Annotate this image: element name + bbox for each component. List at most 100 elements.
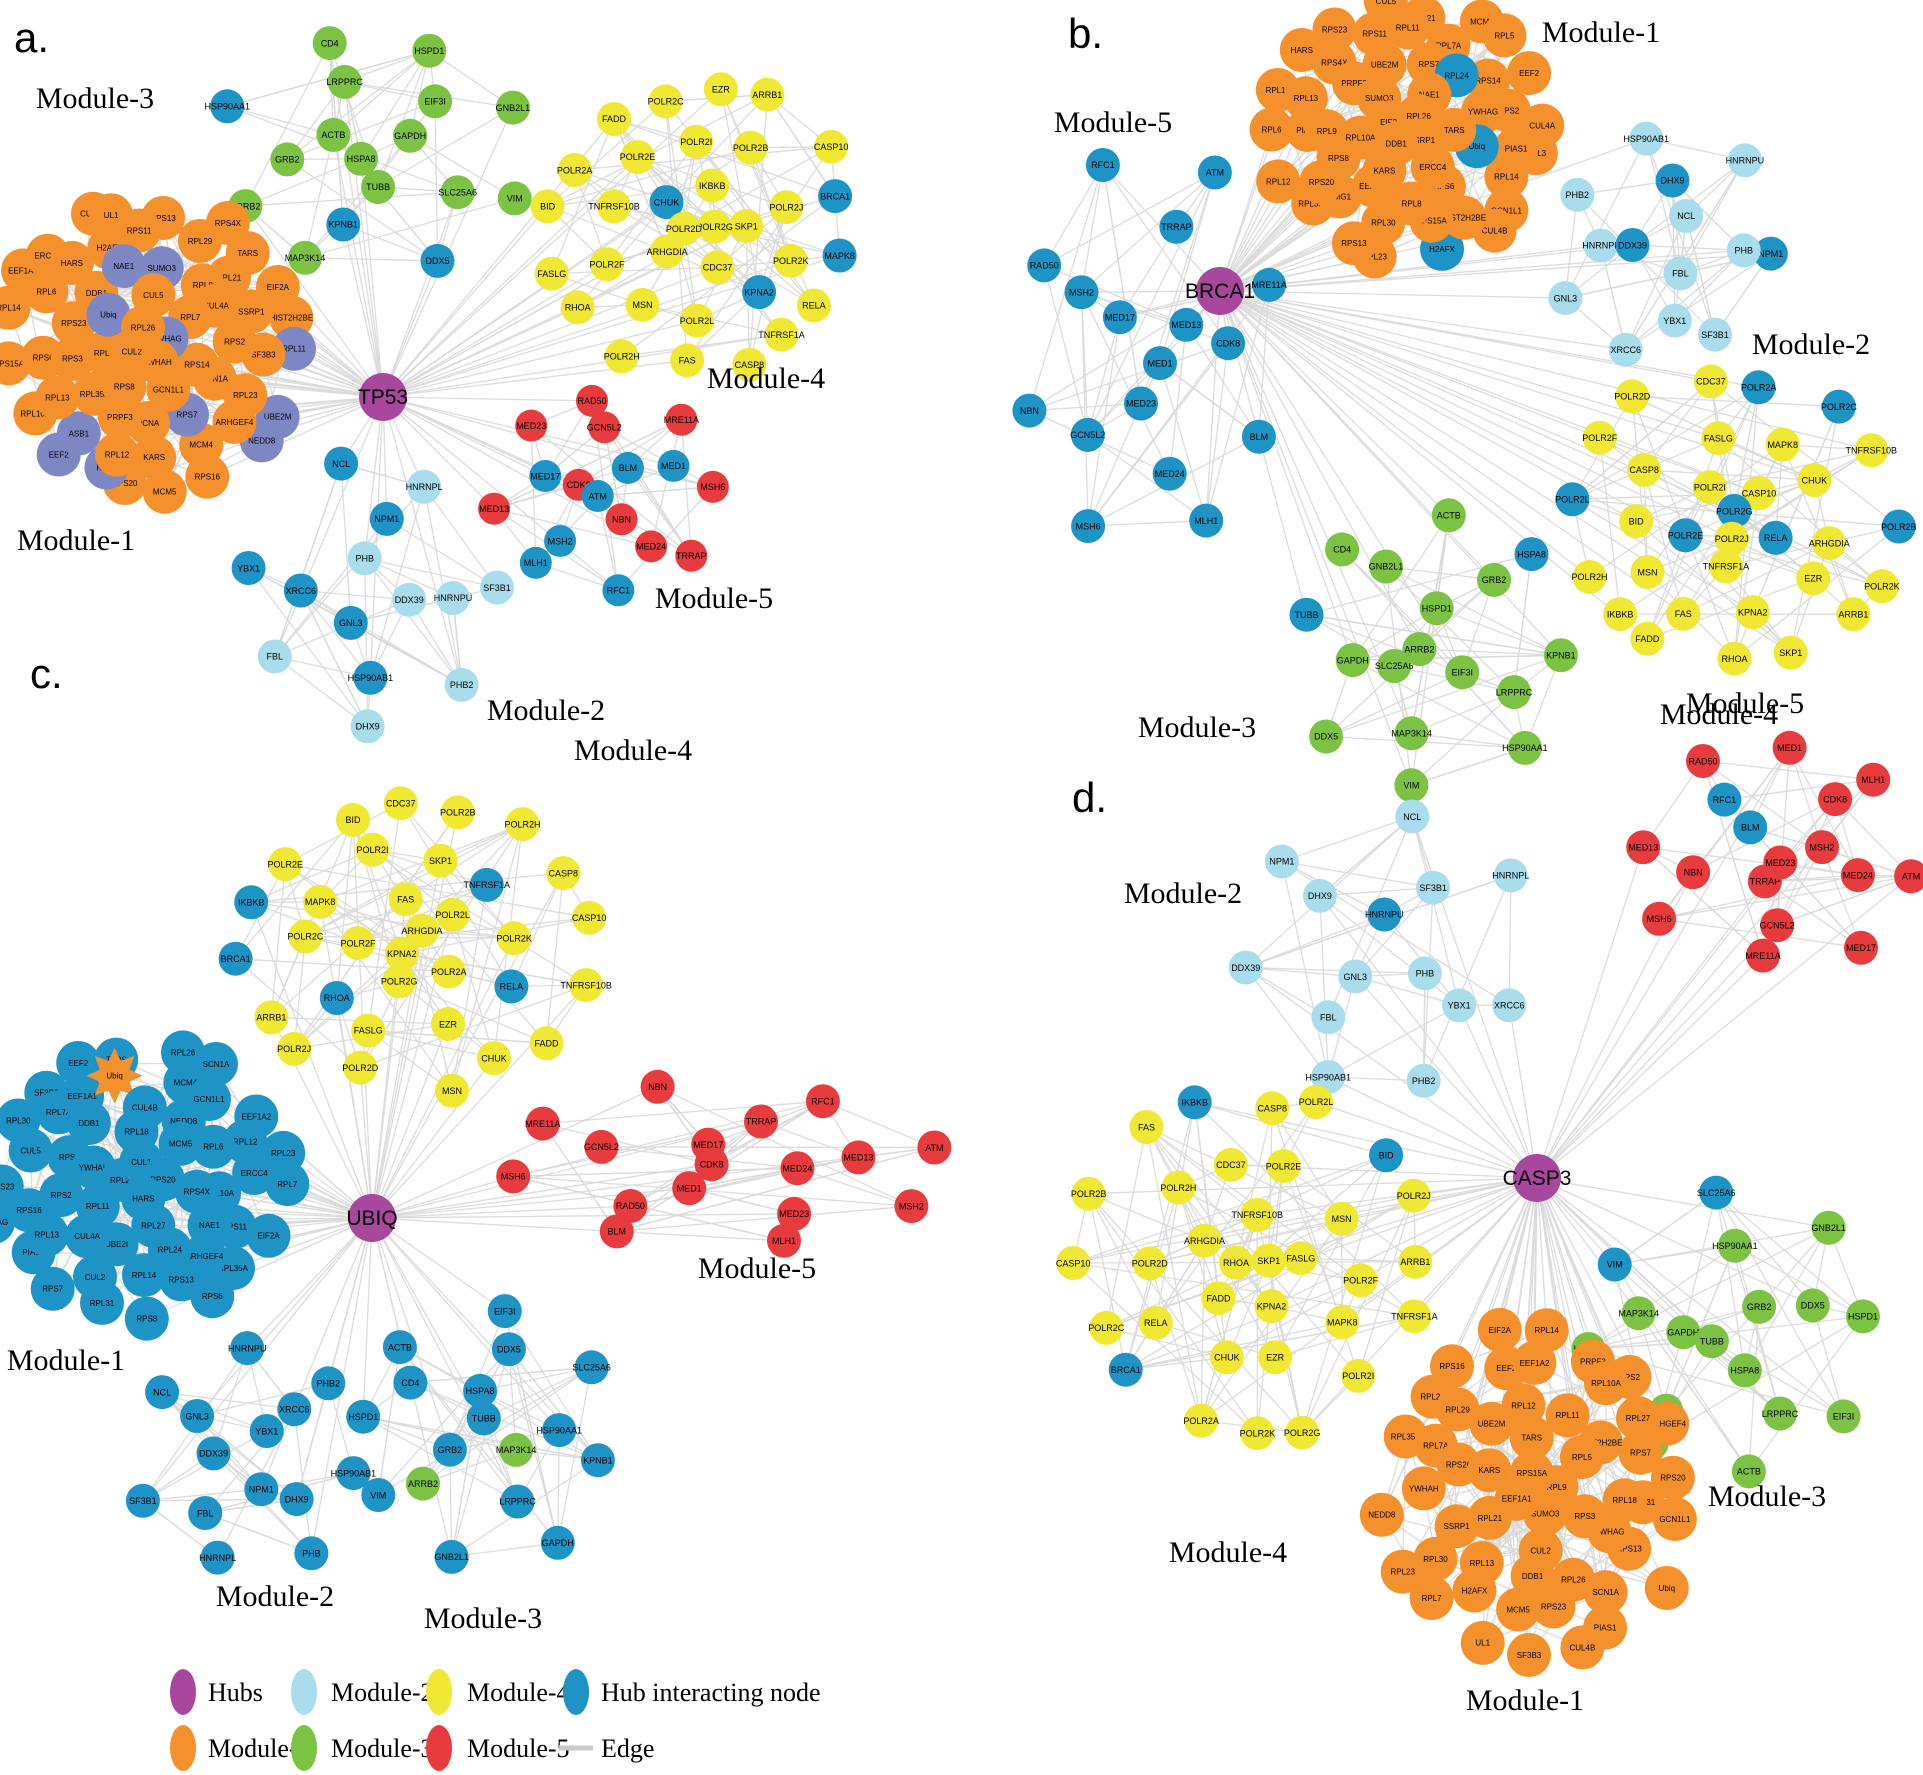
node-casp8[interactable]: CASP8: [1627, 452, 1662, 487]
node-rela[interactable]: RELA: [1138, 1305, 1173, 1340]
node-hspd1[interactable]: HSPD1: [1846, 1299, 1880, 1334]
node-polr2c[interactable]: POLR2C: [1821, 389, 1858, 424]
node-chuk[interactable]: CHUK: [477, 1041, 511, 1076]
node-arrb2[interactable]: ARRB2: [406, 1466, 440, 1501]
node-polr2i[interactable]: POLR2I: [1692, 470, 1727, 505]
node-phb2[interactable]: PHB2: [1406, 1063, 1441, 1098]
node-rpl13[interactable]: RPL13: [1283, 76, 1328, 121]
node-rpl5[interactable]: RPL5: [1559, 1435, 1604, 1480]
node-xrcc6[interactable]: XRCC6: [1492, 988, 1527, 1023]
node-polr2b[interactable]: POLR2B: [1071, 1176, 1107, 1211]
hub-node-tp53[interactable]: TP53: [358, 373, 408, 421]
node-gnl3[interactable]: GNL3: [180, 1399, 215, 1433]
node-gnl3[interactable]: GNL3: [1338, 959, 1373, 994]
node-tnfrsf10b[interactable]: TNFRSF10B: [1231, 1197, 1283, 1232]
node-tubb[interactable]: TUBB: [1289, 597, 1324, 632]
node-cdk8[interactable]: CDK8: [1211, 326, 1246, 361]
node-dhx9[interactable]: DHX9: [350, 709, 385, 744]
node-kpnb1[interactable]: KPNB1: [1543, 638, 1578, 673]
node-kpna2[interactable]: KPNA2: [1254, 1289, 1289, 1324]
node-hspa8[interactable]: HSPA8: [1727, 1353, 1762, 1388]
node-ikbkb[interactable]: IKBKB: [234, 885, 269, 920]
node-cdk8[interactable]: CDK8: [1818, 782, 1853, 817]
node-cd4[interactable]: CD4: [393, 1365, 428, 1400]
node-ubiq[interactable]: Ubiq: [86, 1047, 143, 1104]
node-hnrnpl[interactable]: HNRNPL: [1492, 858, 1529, 893]
node-mlh1[interactable]: MLH1: [1856, 762, 1891, 797]
node-hsp90ab1[interactable]: HSP90AB1: [348, 660, 394, 695]
node-gapdh[interactable]: GAPDH: [540, 1525, 575, 1560]
node-eif3i[interactable]: EIF3I: [1826, 1399, 1861, 1434]
node-polr2h[interactable]: POLR2H: [1160, 1170, 1196, 1205]
node-polr2g[interactable]: POLR2G: [1284, 1415, 1321, 1450]
node-polr2e[interactable]: POLR2E: [620, 140, 656, 174]
node-ezr[interactable]: EZR: [703, 72, 738, 107]
node-nbn[interactable]: NBN: [1012, 393, 1047, 428]
node-polr2d[interactable]: POLR2D: [1132, 1246, 1169, 1281]
node-arrb1[interactable]: ARRB1: [750, 77, 785, 112]
node-med17[interactable]: MED17: [1844, 930, 1878, 965]
node-kars[interactable]: KARS: [1467, 1448, 1512, 1493]
node-slc25a6[interactable]: SLC25A6: [572, 1350, 611, 1385]
node-mlh1[interactable]: MLH1: [519, 546, 552, 579]
node-tubb[interactable]: TUBB: [1694, 1324, 1729, 1359]
node-casp8[interactable]: CASP8: [546, 856, 581, 891]
node-hnrnpl[interactable]: HNRNPL: [199, 1540, 236, 1575]
node-atm[interactable]: ATM: [581, 480, 614, 512]
hub-node-casp3[interactable]: CASP3: [1503, 1154, 1572, 1202]
node-eef2[interactable]: EEF2: [1507, 51, 1552, 96]
node-med24[interactable]: MED24: [635, 530, 668, 563]
node-trrap[interactable]: TRRAP: [1159, 209, 1194, 244]
node-ddx5[interactable]: DDX5: [491, 1332, 526, 1367]
node-slc25a6[interactable]: SLC25A6: [438, 175, 477, 210]
node-gnl3[interactable]: GNL3: [1548, 281, 1583, 316]
node-casp8[interactable]: CASP8: [1255, 1091, 1290, 1126]
node-mapk8[interactable]: MAPK8: [1765, 427, 1800, 462]
node-cul2[interactable]: CUL2: [73, 1255, 117, 1299]
node-ube2m[interactable]: UBE2M: [1362, 42, 1407, 87]
node-med1[interactable]: MED1: [657, 449, 690, 482]
node-polr2d[interactable]: POLR2D: [342, 1050, 379, 1085]
node-polr2i[interactable]: POLR2I: [679, 124, 714, 159]
node-sf3b3[interactable]: SF3B3: [1507, 1633, 1551, 1677]
node-map3k14[interactable]: MAP3K14: [1391, 716, 1432, 751]
node-fas[interactable]: FAS: [388, 882, 423, 917]
node-polr2d[interactable]: POLR2D: [666, 211, 703, 246]
node-arrb2[interactable]: ARRB2: [1402, 632, 1437, 667]
node-rps15a[interactable]: RPS15A: [1509, 1451, 1554, 1496]
node-med24[interactable]: MED24: [780, 1151, 815, 1186]
node-kpnb1[interactable]: KPNB1: [580, 1443, 615, 1478]
node-rpl27[interactable]: RPL27: [1616, 1396, 1660, 1441]
node-eef1a2[interactable]: EEF1A2: [1512, 1340, 1557, 1385]
node-rps3[interactable]: RPS3: [1562, 1494, 1607, 1539]
node-mre11a[interactable]: MRE11A: [1251, 267, 1287, 302]
node-med17[interactable]: MED17: [1102, 300, 1137, 335]
node-nae1[interactable]: NAE1: [187, 1203, 232, 1248]
node-rpl14[interactable]: RPL14: [0, 285, 31, 330]
node-rfc1[interactable]: RFC1: [1085, 148, 1120, 182]
node-med13[interactable]: MED13: [1169, 307, 1204, 342]
node-grb2[interactable]: GRB2: [270, 142, 305, 177]
hub-node-brca1[interactable]: BRCA1: [1185, 267, 1255, 315]
node-hnrnpl[interactable]: HNRNPL: [406, 469, 443, 504]
node-phb[interactable]: PHB: [1407, 956, 1442, 991]
node-msh2[interactable]: MSH2: [1064, 275, 1099, 310]
node-rps23[interactable]: RPS23: [1312, 7, 1357, 52]
node-polr2d[interactable]: POLR2D: [1614, 379, 1651, 414]
node-polr2g[interactable]: POLR2G: [696, 209, 733, 244]
node-mapk8[interactable]: MAPK8: [1325, 1305, 1360, 1340]
node-hnrnpu[interactable]: HNRNPU: [1726, 143, 1765, 178]
node-rpl7[interactable]: RPL7: [1409, 1576, 1454, 1621]
node-gnl3[interactable]: GNL3: [333, 605, 368, 640]
node-rpl26[interactable]: RPL26: [121, 305, 165, 350]
node-hnrnpl[interactable]: HNRNPL: [1582, 228, 1619, 263]
node-polr2f[interactable]: POLR2F: [589, 247, 625, 282]
node-rpl10a[interactable]: RPL10A: [1584, 1361, 1628, 1406]
node-polr2k[interactable]: POLR2K: [496, 921, 532, 956]
node-dhx9[interactable]: DHX9: [279, 1482, 314, 1517]
node-polr2j[interactable]: POLR2J: [277, 1031, 311, 1066]
node-mre11a[interactable]: MRE11A: [664, 403, 699, 436]
node-med13[interactable]: MED13: [1626, 830, 1661, 865]
node-skp1[interactable]: SKP1: [1251, 1243, 1286, 1278]
node-polr2j[interactable]: POLR2J: [769, 190, 803, 225]
